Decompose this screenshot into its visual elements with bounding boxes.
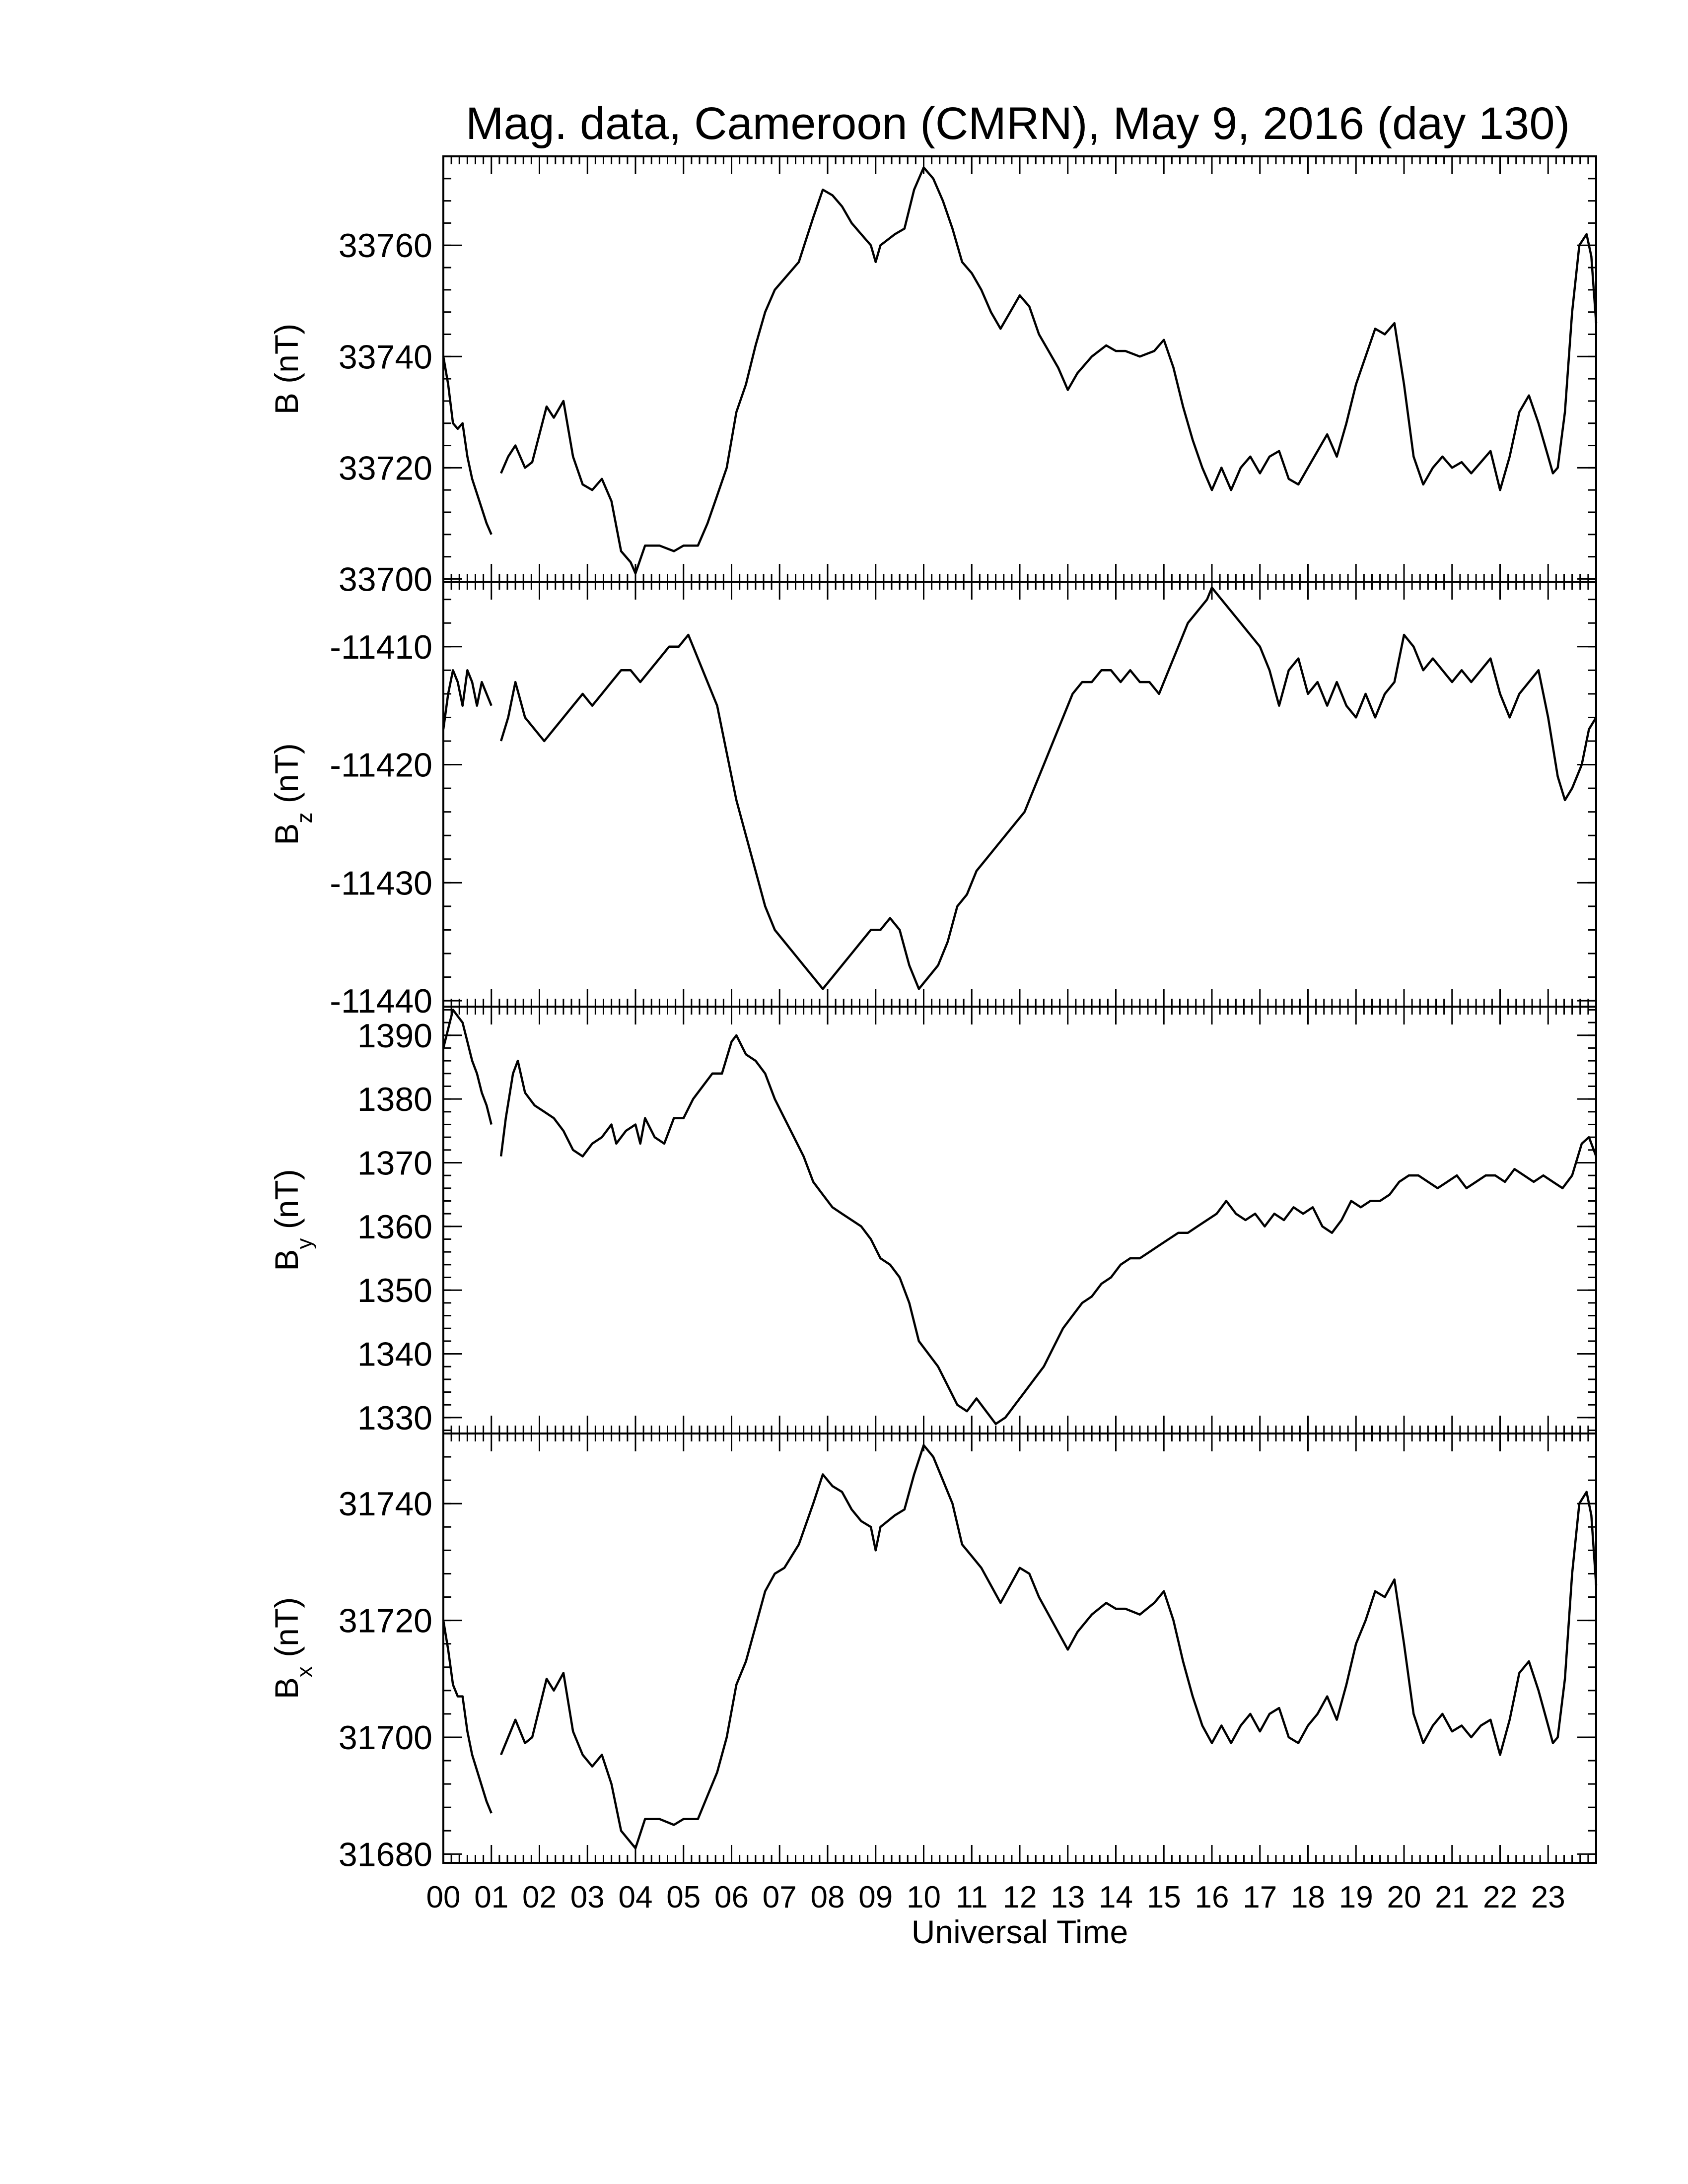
y-axis-label-unit: (nT) xyxy=(268,1597,305,1666)
x-tick-label: 00 xyxy=(426,1880,461,1914)
y-tick-label: 1370 xyxy=(357,1144,432,1182)
x-tick-label: 02 xyxy=(522,1880,557,1914)
x-tick-label: 12 xyxy=(1003,1880,1037,1914)
x-tick-label: 17 xyxy=(1243,1880,1277,1914)
x-tick-label: 07 xyxy=(763,1880,797,1914)
x-tick-label: 15 xyxy=(1147,1880,1181,1914)
y-axis-label: Bx (nT) xyxy=(268,1597,317,1699)
x-tick-label: 22 xyxy=(1483,1880,1517,1914)
data-line xyxy=(442,1620,492,1814)
x-tick-label: 16 xyxy=(1195,1880,1229,1914)
x-tick-label: 14 xyxy=(1099,1880,1133,1914)
y-tick-label: 31700 xyxy=(339,1719,432,1757)
y-tick-label: 33760 xyxy=(339,227,432,265)
y-tick-label: 1380 xyxy=(357,1081,432,1118)
data-line xyxy=(442,669,492,730)
panel-frame xyxy=(442,1433,1597,1864)
panel-4: 31680 31700 31720 31740 Bx (nT) xyxy=(268,1433,1598,1873)
x-axis-label: Universal Time xyxy=(912,1913,1128,1950)
x-tick-label: 21 xyxy=(1435,1880,1469,1914)
x-tick-label: 04 xyxy=(619,1880,653,1914)
data-line xyxy=(500,1444,1598,1849)
y-axis-label-main: B xyxy=(268,823,305,845)
y-tick-label: 1340 xyxy=(357,1336,432,1373)
x-tick-label: 10 xyxy=(907,1880,941,1914)
x-tick-label: 06 xyxy=(714,1880,749,1914)
data-line xyxy=(500,166,1598,575)
chart-title: Mag. data, Cameroon (CMRN), May 9, 2016 … xyxy=(466,98,1570,149)
x-tick-label: 08 xyxy=(811,1880,845,1914)
panel-2: -11410 -11420 -11430 -11440 Bz (nT) xyxy=(268,581,1597,1020)
y-tick-label: 31720 xyxy=(339,1602,432,1640)
y-tick-label: 31740 xyxy=(339,1485,432,1523)
data-line xyxy=(499,1034,1598,1425)
y-tick-label: 31680 xyxy=(339,1836,432,1873)
x-tick-label: 11 xyxy=(956,1880,987,1914)
y-axis-label: B (nT) xyxy=(268,324,305,414)
y-axis-label: By (nT) xyxy=(268,1169,317,1271)
y-tick-label: 33700 xyxy=(339,560,432,598)
y-tick-label: 1330 xyxy=(357,1399,432,1437)
y-axis-label-subscript: y xyxy=(292,1238,317,1249)
data-line xyxy=(442,356,492,535)
x-tick-label: 19 xyxy=(1339,1880,1373,1914)
y-axis-label-unit: (nT) xyxy=(268,1169,305,1238)
x-tick-label: 20 xyxy=(1387,1880,1421,1914)
y-tick-label: -11420 xyxy=(330,747,432,784)
data-line xyxy=(442,1009,492,1125)
x-tick-label: 05 xyxy=(666,1880,701,1914)
y-axis-label-main: B xyxy=(268,393,305,414)
y-tick-label: 33740 xyxy=(339,338,432,376)
y-tick-label: 33720 xyxy=(339,449,432,487)
data-line xyxy=(499,586,1597,990)
y-tick-label: 1350 xyxy=(357,1272,432,1309)
x-tick-label: 23 xyxy=(1531,1880,1565,1914)
y-tick-label: 1390 xyxy=(357,1017,432,1055)
y-tick-label: -11430 xyxy=(330,864,432,902)
x-tick-label: 13 xyxy=(1051,1880,1085,1914)
y-axis-label-subscript: x xyxy=(292,1666,317,1677)
y-tick-label: 1360 xyxy=(357,1208,432,1246)
x-tick-label: 01 xyxy=(474,1880,508,1914)
y-tick-label: -11440 xyxy=(330,982,432,1020)
y-axis-label: Bz (nT) xyxy=(268,743,317,845)
y-axis-label-unit: (nT) xyxy=(268,324,305,393)
y-axis-label-main: B xyxy=(268,1677,305,1699)
y-axis-label-unit: (nT) xyxy=(268,743,305,812)
panel-1: 33700 33720 33740 33760 B (nT) xyxy=(268,155,1598,598)
y-axis-label-subscript: z xyxy=(292,813,317,823)
y-axis-label-main: B xyxy=(268,1249,305,1271)
y-tick-label: -11410 xyxy=(330,628,432,666)
x-tick-label: 18 xyxy=(1291,1880,1325,1914)
panel-3: 1330 1340 1350 1360 1370 1380 1390 By (nT) xyxy=(268,1006,1598,1437)
x-tick-label: 09 xyxy=(858,1880,893,1914)
x-tick-label: 03 xyxy=(570,1880,605,1914)
